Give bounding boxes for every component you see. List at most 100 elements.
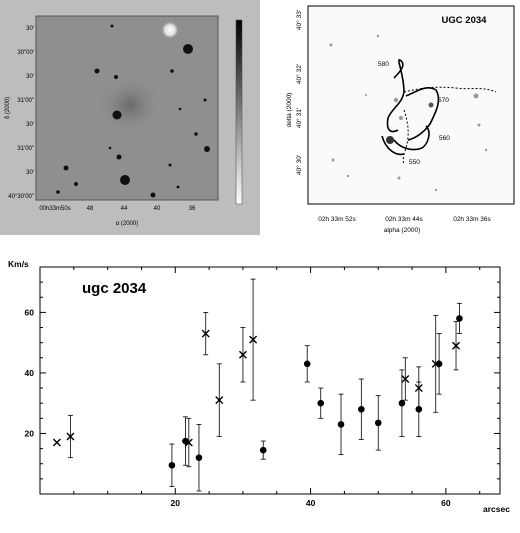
left-x-tick-label: 00h33m50s bbox=[39, 206, 70, 212]
left-x-tick-label: 36 bbox=[189, 206, 196, 212]
dot-marker bbox=[182, 437, 189, 445]
contour-560 bbox=[393, 125, 430, 151]
left-y-ticks: 30' 30"00' 30' 31'00" 30' 31'00" 30' 40°30'00" bbox=[8, 26, 34, 200]
left-y-tick-label: 31'00" bbox=[17, 98, 34, 104]
star bbox=[183, 44, 193, 54]
contour-label-570: 570 bbox=[438, 97, 449, 104]
x-tick-label: 20 bbox=[171, 498, 181, 508]
source bbox=[434, 188, 438, 192]
source bbox=[376, 34, 380, 38]
star bbox=[194, 132, 198, 136]
map-title: UGC 2034 bbox=[442, 15, 488, 26]
rotation-curve-svg: Km/s arcsec ugc 2034 20 40 60 20 40 60 bbox=[8, 259, 510, 514]
star bbox=[178, 107, 182, 111]
x-axis-label: arcsec bbox=[483, 504, 510, 514]
source bbox=[397, 176, 401, 180]
contour-label-550: 550 bbox=[409, 159, 420, 166]
star bbox=[74, 182, 78, 186]
source bbox=[484, 148, 488, 152]
star bbox=[63, 165, 69, 171]
dot-marker bbox=[259, 446, 267, 454]
dot-marker bbox=[415, 405, 423, 413]
source bbox=[473, 93, 479, 99]
plot-title: ugc 2034 bbox=[82, 280, 147, 297]
galaxy-glow bbox=[98, 75, 162, 135]
left-x-ticks: 00h33m50s 48 44 40 36 bbox=[39, 206, 196, 212]
stars bbox=[56, 24, 210, 198]
right-y-tick-label: 40° 31' bbox=[295, 108, 303, 128]
left-ylabel: δ (2000) bbox=[5, 97, 11, 119]
star bbox=[116, 154, 122, 160]
right-y-ticks: 40° 33' 40° 32' 40° 31' 40° 30' bbox=[295, 10, 303, 175]
left-x-tick-label: 48 bbox=[87, 206, 94, 212]
star bbox=[170, 69, 174, 73]
star bbox=[108, 146, 112, 150]
source bbox=[399, 116, 403, 120]
star bbox=[176, 185, 180, 189]
dot-marker bbox=[374, 419, 382, 427]
left-x-tick-label: 40 bbox=[154, 206, 161, 212]
star bbox=[203, 98, 207, 102]
tick-marks: 20 40 60 20 40 60 bbox=[25, 267, 500, 508]
right-x-tick-label: 02h 33m 44s bbox=[385, 216, 423, 223]
x-tick-label: 40 bbox=[306, 498, 316, 508]
right-x-tick-label: 02h 33m 36s bbox=[453, 216, 491, 223]
cross-marker bbox=[452, 341, 461, 350]
left-y-tick-label: 30' bbox=[26, 122, 34, 128]
right-y-tick-label: 40° 33' bbox=[295, 10, 303, 30]
right-x-ticks: 02h 33m 52s 02h 33m 44s 02h 33m 36s bbox=[318, 216, 491, 223]
velocity-contours bbox=[381, 59, 497, 165]
data-points bbox=[52, 278, 463, 492]
contour-label-560: 560 bbox=[439, 135, 450, 142]
y-tick-label: 20 bbox=[25, 428, 35, 438]
right-xlabel: alpha (2000) bbox=[384, 227, 421, 234]
right-ylabel: delta (2000) bbox=[286, 93, 293, 128]
colorbar bbox=[235, 19, 243, 205]
contour-550 bbox=[381, 135, 405, 156]
star bbox=[112, 110, 122, 120]
left-xlabel: α (2000) bbox=[116, 221, 138, 227]
y-tick-label: 60 bbox=[25, 307, 35, 317]
dot-marker bbox=[435, 360, 443, 368]
star bbox=[150, 192, 156, 198]
dot-marker bbox=[195, 454, 203, 461]
velocity-map-svg: 580 570 560 550 UGC 2034 40° 33'40° 32'4… bbox=[286, 5, 515, 234]
star bbox=[114, 75, 118, 79]
right-y-tick-label: 40° 30' bbox=[295, 155, 303, 175]
source bbox=[477, 123, 481, 127]
source bbox=[331, 158, 335, 162]
right-x-tick-label: 02h 33m 52s bbox=[318, 216, 356, 223]
star bbox=[110, 24, 114, 28]
y-tick-label: 40 bbox=[25, 368, 35, 378]
star bbox=[204, 146, 210, 152]
left-y-tick-label: 31'00" bbox=[17, 146, 34, 152]
dot-marker bbox=[317, 399, 325, 407]
x-tick-label: 60 bbox=[441, 498, 451, 508]
star bbox=[120, 175, 130, 185]
velocity-map-panel: 580 570 560 550 UGC 2034 40° 33' 40° 32' 4… bbox=[286, 0, 520, 240]
cross-marker bbox=[215, 396, 224, 405]
contour-570 bbox=[405, 87, 440, 141]
y-axis-label: Km/s bbox=[8, 259, 29, 269]
contour-dotted-a bbox=[403, 86, 497, 93]
source bbox=[386, 136, 394, 144]
dot-marker bbox=[303, 360, 311, 368]
cross-marker bbox=[249, 335, 258, 344]
plot-frame bbox=[39, 266, 501, 495]
cross-marker bbox=[66, 432, 75, 441]
cross-marker bbox=[52, 438, 61, 447]
left-y-tick-label: 30' bbox=[26, 74, 34, 80]
right-y-tick-label: 40° 32' bbox=[295, 64, 303, 84]
left-y-tick-label: 30"00' bbox=[17, 50, 34, 56]
dot-marker bbox=[337, 421, 345, 428]
cross-marker bbox=[201, 329, 210, 338]
source bbox=[393, 97, 399, 103]
dot-marker bbox=[358, 405, 365, 413]
left-y-tick-label: 40°30'00" bbox=[8, 194, 34, 200]
optical-image-panel: 30' 30"00' 30' 31'00" 30' 31'00" 30' 40°30'00" … bbox=[0, 0, 260, 235]
map-frame bbox=[307, 5, 515, 205]
rotation-curve-panel: Km/s arcsec ugc 2034 20 40 60 20 40 60 bbox=[0, 248, 520, 528]
source bbox=[428, 102, 434, 108]
left-x-tick-label: 44 bbox=[121, 206, 128, 212]
cross-marker bbox=[238, 350, 247, 359]
